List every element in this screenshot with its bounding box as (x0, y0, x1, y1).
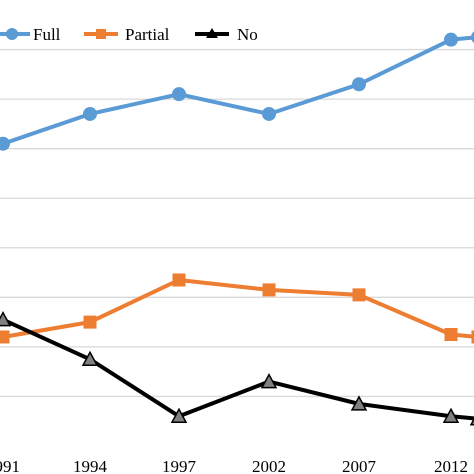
legend-item-no: No (195, 25, 258, 44)
legend-marker-partial (96, 29, 106, 39)
data-point-no (442, 407, 460, 424)
data-point-no (170, 407, 188, 424)
series-line-partial (2, 277, 474, 339)
data-point-partial (0, 330, 10, 344)
legend-marker-full (6, 28, 18, 40)
legend-label-partial: Partial (125, 25, 170, 44)
legend: Full Partial No (0, 25, 258, 44)
data-point-no (0, 311, 12, 327)
legend-item-full: Full (0, 25, 61, 44)
data-point-full (172, 87, 186, 102)
data-point-partial (444, 328, 458, 341)
x-tick-label: 2012 (434, 457, 468, 474)
series-line-no (2, 317, 474, 421)
legend-label-full: Full (33, 25, 61, 44)
x-tick-label: 1991 (0, 457, 20, 474)
data-point-full (83, 106, 97, 121)
data-point-full (262, 106, 276, 121)
data-point-partial (352, 288, 366, 302)
data-point-no (260, 372, 278, 389)
data-point-full (0, 136, 10, 151)
legend-item-partial: Partial (84, 25, 170, 44)
data-point-partial (262, 283, 276, 297)
legend-marker-no (206, 28, 218, 38)
data-point-full (352, 77, 366, 92)
series-line-full (2, 35, 474, 146)
x-tick-label: 2002 (252, 457, 286, 474)
data-point-no (469, 417, 474, 426)
data-point-full (471, 31, 474, 43)
data-point-partial (83, 315, 97, 329)
x-tick-label: 1994 (73, 457, 108, 474)
legend-label-no: No (237, 25, 258, 44)
data-point-partial (471, 330, 474, 344)
x-axis-tick-labels: 1991 1994 1997 2002 2007 2012 (0, 457, 468, 474)
data-point-no (350, 395, 368, 411)
series-layer (0, 31, 474, 426)
data-point-partial (172, 273, 186, 287)
x-tick-label: 1997 (162, 457, 197, 474)
x-tick-label: 2007 (342, 457, 377, 474)
data-point-no (81, 350, 99, 367)
gridlines (0, 48, 474, 398)
data-point-full (444, 32, 458, 47)
